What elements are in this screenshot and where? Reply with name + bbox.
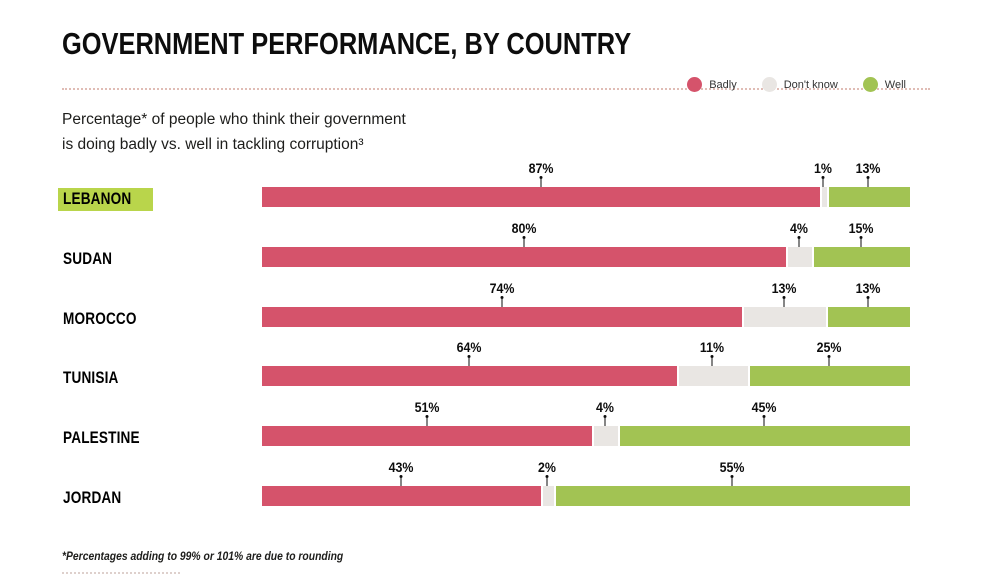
bar-segment-badly — [262, 306, 742, 327]
pointer-pin — [827, 355, 831, 367]
category-label-text: SUDAN — [63, 248, 113, 268]
footnote: *Percentages adding to 99% or 101% are d… — [62, 551, 375, 563]
value-label-well: 55% — [719, 460, 745, 475]
footnote-text: *Percentages adding to 99% or 101% are d… — [62, 551, 344, 563]
pointer-pin — [866, 176, 870, 187]
value-label-badly: 87% — [528, 161, 554, 176]
bar-lebanon — [262, 187, 910, 207]
category-label-palestine: PALESTINE — [58, 427, 164, 450]
value-label-well: 45% — [751, 400, 777, 416]
legend-label: Badly — [709, 78, 737, 91]
legend-item-badly: Badly — [687, 77, 737, 92]
bar-morocco — [262, 306, 910, 327]
bar-segment-well — [747, 366, 910, 387]
page-title: GOVERNMENT PERFORMANCE, BY COUNTRY — [62, 26, 756, 62]
value-label-well: 13% — [855, 280, 881, 296]
legend-swatch-well-icon — [862, 77, 878, 92]
bar-segment-well — [826, 187, 910, 207]
bar-segment-don-t-know — [820, 187, 827, 207]
value-label-don-t-know: 4% — [789, 220, 808, 236]
pointer-pin — [710, 355, 714, 367]
bar-segment-badly — [262, 246, 786, 267]
category-label-text: MOROCCO — [63, 308, 137, 328]
pointer-pin — [500, 295, 504, 307]
bar-segment-don-t-know — [741, 306, 826, 327]
bar-segment-badly — [262, 426, 593, 447]
bar-segment-badly — [262, 187, 821, 207]
bar-segment-don-t-know — [676, 366, 748, 387]
value-label-don-t-know: 1% — [814, 161, 833, 176]
pointer-pin — [522, 235, 526, 247]
pointer-pin — [603, 415, 607, 427]
category-label-jordan: JORDAN — [58, 487, 141, 510]
chart-row-tunisia: TUNISIA 64% 11% 25% — [0, 339, 992, 399]
pointer-pin — [859, 235, 863, 247]
bar-segment-badly — [262, 486, 541, 506]
legend-item-well: Well — [862, 77, 906, 92]
chart-row-sudan: SUDAN 80% 4% 15% — [0, 220, 992, 280]
legend-label: Well — [884, 78, 906, 91]
chart-subtitle: Percentage* of people who think their go… — [62, 107, 406, 157]
bar-jordan — [262, 486, 910, 506]
legend: Badly Don't know Well — [687, 77, 906, 92]
pointer-pin — [539, 176, 543, 187]
value-label-don-t-know: 13% — [771, 280, 797, 296]
category-label-text: JORDAN — [63, 488, 122, 507]
legend-item-don-t-know: Don't know — [761, 77, 838, 92]
category-label-text: PALESTINE — [63, 428, 140, 448]
value-label-don-t-know: 11% — [700, 340, 725, 356]
category-label-lebanon: LEBANON — [58, 188, 154, 211]
bar-segment-don-t-know — [592, 426, 619, 447]
chart-row-morocco: MOROCCO 74% 13% 13% — [0, 280, 992, 340]
bar-sudan — [262, 246, 910, 267]
legend-swatch-badly-icon — [687, 77, 703, 92]
bar-segment-badly — [262, 366, 677, 387]
value-label-badly: 43% — [388, 460, 414, 475]
bar-palestine — [262, 426, 910, 447]
pointer-pin — [762, 415, 766, 427]
pointer-pin — [730, 475, 734, 486]
category-label-sudan: SUDAN — [58, 248, 129, 271]
bar-segment-don-t-know — [785, 246, 812, 267]
category-label-tunisia: TUNISIA — [58, 367, 137, 390]
legend-label: Don't know — [783, 78, 838, 91]
subtitle-line-1: Percentage* of people who think their go… — [62, 111, 406, 128]
chart-row-palestine: PALESTINE 51% 4% 45% — [0, 399, 992, 459]
value-label-badly: 64% — [456, 340, 482, 356]
pointer-pin — [797, 235, 801, 247]
legend-swatch-don-t-know-icon — [761, 77, 777, 92]
value-label-well: 15% — [848, 220, 874, 236]
value-label-don-t-know: 4% — [596, 400, 615, 416]
pointer-pin — [782, 295, 786, 307]
bottom-divider — [62, 572, 180, 574]
subtitle-line-2: is doing badly vs. well in tackling corr… — [62, 136, 364, 154]
pointer-pin — [467, 355, 471, 367]
pointer-pin — [425, 415, 429, 427]
chart-row-jordan: JORDAN 43% 2% 55% — [0, 459, 992, 519]
bar-segment-well — [553, 486, 910, 506]
title-divider — [62, 88, 930, 90]
pointer-pin — [866, 295, 870, 307]
pointer-pin — [821, 176, 825, 187]
value-label-don-t-know: 2% — [538, 460, 557, 475]
bar-segment-well — [811, 246, 910, 267]
pointer-pin — [399, 475, 403, 486]
bar-segment-don-t-know — [540, 486, 554, 506]
bar-segment-well — [618, 426, 910, 447]
value-label-well: 13% — [855, 161, 881, 176]
pointer-pin — [545, 475, 549, 486]
page-title-text: GOVERNMENT PERFORMANCE, BY COUNTRY — [62, 26, 632, 61]
value-label-badly: 51% — [414, 400, 440, 416]
category-label-text: LEBANON — [63, 189, 132, 208]
bar-segment-well — [825, 306, 910, 327]
category-label-morocco: MOROCCO — [58, 308, 160, 331]
value-label-badly: 74% — [489, 280, 515, 296]
category-label-text: TUNISIA — [63, 368, 119, 388]
stacked-bar-chart: LEBANON 87% 1% 13% SUDAN 80% 4% 15% MOROCCO 74% 13… — [0, 160, 992, 520]
chart-row-lebanon: LEBANON 87% 1% 13% — [0, 160, 992, 220]
value-label-badly: 80% — [511, 220, 537, 236]
bar-tunisia — [262, 366, 910, 387]
value-label-well: 25% — [816, 340, 842, 356]
